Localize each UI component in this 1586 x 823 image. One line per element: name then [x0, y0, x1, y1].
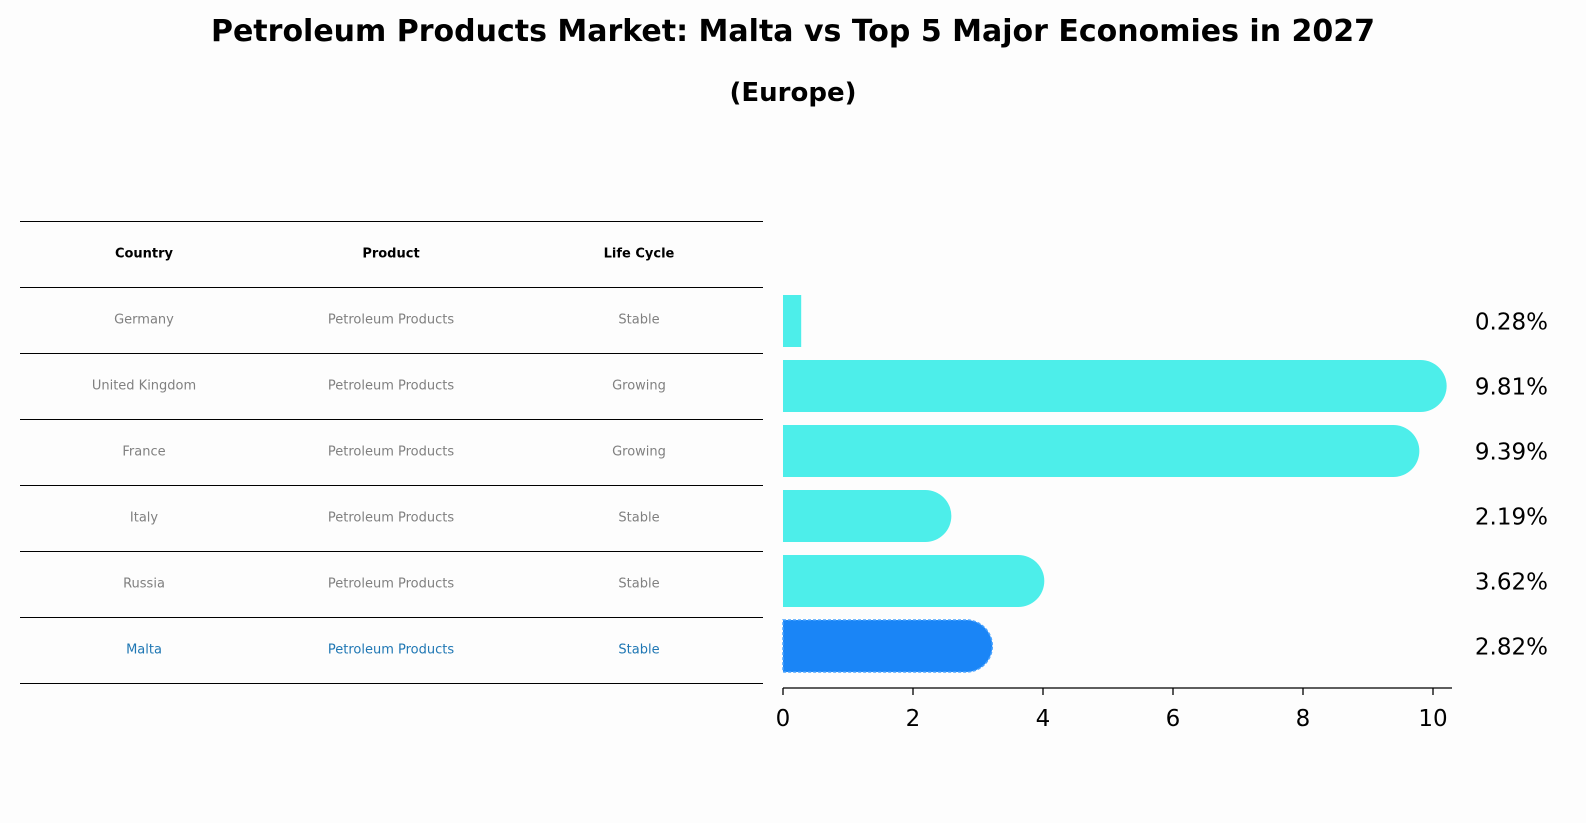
table-rule: [20, 485, 763, 486]
x-tick-label: 6: [1166, 706, 1181, 732]
table-cell: Stable: [618, 312, 660, 328]
table-cell: Petroleum Products: [327, 510, 455, 526]
table-rule: [20, 221, 763, 222]
bar-value-label: 2.19%: [1475, 505, 1548, 531]
bar-malta: [782, 619, 994, 673]
table-cell: Petroleum Products: [327, 444, 455, 460]
table-cell: United Kingdom: [91, 378, 197, 394]
table-cell: Italy: [129, 510, 159, 526]
x-tick-label: 8: [1296, 706, 1311, 732]
bar-russia: [783, 555, 1045, 607]
table-cell: Malta: [126, 642, 162, 658]
table-cell: Stable: [618, 642, 660, 658]
table-cell: Stable: [618, 576, 660, 592]
bar-value-label: 0.28%: [1475, 310, 1548, 336]
data-table: Country Product Life Cycle Germany Petroleum…: [20, 0, 763, 823]
table-rule: [20, 551, 763, 552]
table-cell: Growing: [612, 378, 666, 394]
bar-value-label: 3.62%: [1475, 570, 1548, 596]
table-header-product: Product: [362, 246, 420, 262]
bar-value-label: 9.81%: [1475, 375, 1548, 401]
table-rule: [20, 287, 763, 288]
table-rule: [20, 353, 763, 354]
table-header-life-cycle: Life Cycle: [603, 246, 675, 262]
x-tick-label: 4: [1036, 706, 1051, 732]
table-cell: Russia: [123, 576, 165, 592]
table-cell: Growing: [612, 444, 666, 460]
table-rule: [20, 617, 763, 618]
bar-value-label: 9.39%: [1475, 440, 1548, 466]
x-tick-label: 10: [1418, 706, 1447, 732]
table-header-country: Country: [114, 246, 174, 262]
table-cell: France: [122, 444, 166, 460]
table-cell: Petroleum Products: [327, 576, 455, 592]
table-cell: Germany: [114, 312, 174, 328]
chart-subtitle: (Europe): [729, 78, 857, 108]
table-cell: Petroleum Products: [327, 642, 455, 658]
bar-france: [783, 425, 1420, 477]
chart-title: Petroleum Products Market: Malta vs Top …: [210, 14, 1376, 49]
x-tick-label: 0: [776, 706, 791, 732]
table-cell: Petroleum Products: [327, 312, 455, 328]
table-rule: [20, 683, 763, 684]
table-cell: Petroleum Products: [327, 378, 455, 394]
bar-united-kingdom: [783, 360, 1447, 412]
bar-germany: [783, 295, 802, 347]
bar-value-label: 2.82%: [1475, 635, 1548, 661]
table-rule: [20, 419, 763, 420]
bar-italy: [783, 490, 952, 542]
table-cell: Stable: [618, 510, 660, 526]
x-tick-label: 2: [906, 706, 921, 732]
